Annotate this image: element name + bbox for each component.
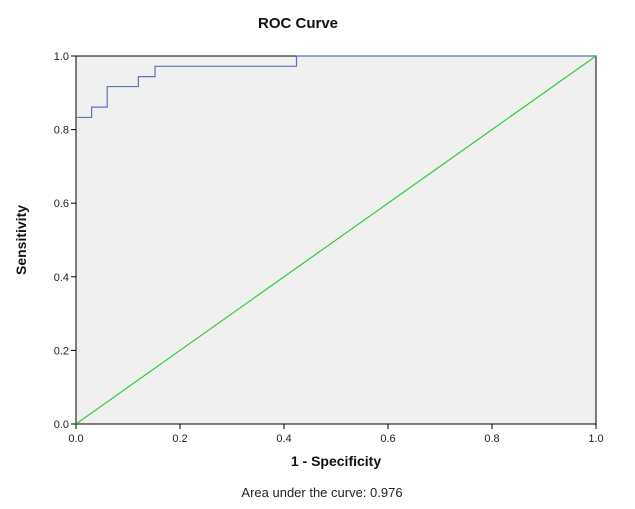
x-tick-label: 0.4 [276, 433, 291, 445]
y-tick-label: 1.0 [54, 51, 69, 63]
reference-diagonal-line [75, 55, 597, 425]
x-tick-label: 0.6 [380, 433, 395, 445]
y-tick-label: 0.6 [54, 198, 69, 210]
x-tick-label: 0.0 [68, 433, 83, 445]
y-tick-label: 0.4 [54, 272, 69, 284]
y-axis-ticks: 0.0 0.2 0.4 0.6 0.8 1.0 [54, 51, 76, 431]
chart-title: ROC Curve [258, 15, 338, 32]
y-tick-label: 0.8 [54, 125, 69, 137]
x-tick-label: 1.0 [588, 433, 603, 445]
y-axis-label: Sensitivity [13, 205, 29, 275]
auc-annotation: Area under the curve: 0.976 [241, 485, 402, 500]
x-axis-label: 1 - Specificity [291, 453, 381, 469]
x-tick-label: 0.8 [484, 433, 499, 445]
roc-curve-line [76, 55, 596, 119]
x-axis-ticks: 0.0 0.2 0.4 0.6 0.8 1.0 [68, 424, 604, 445]
x-tick-label: 0.2 [172, 433, 187, 445]
y-tick-label: 0.2 [54, 345, 69, 357]
y-tick-label: 0.0 [54, 419, 69, 431]
series-layer [75, 55, 597, 425]
